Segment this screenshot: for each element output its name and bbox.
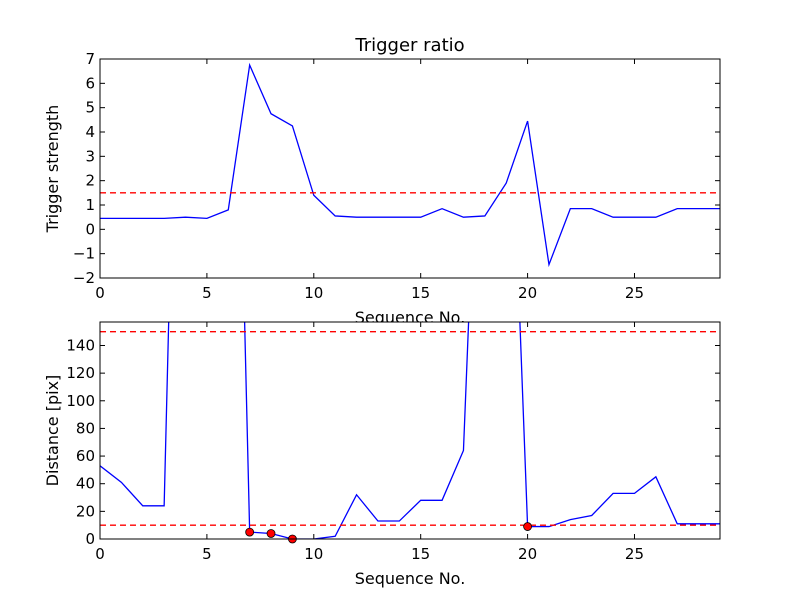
- top-ytick-label-3: 1: [85, 196, 95, 214]
- bottom-marker-3: [523, 522, 532, 531]
- top-xtick-label-3: 15: [411, 284, 430, 302]
- top-ytick-label-0: −2: [73, 269, 95, 287]
- bottom-ytick-label-7: 140: [66, 336, 95, 354]
- bottom-xtick-label-4: 20: [518, 545, 537, 563]
- bottom-xtick-label-2: 10: [304, 545, 323, 563]
- top-axes-frame: [99, 58, 721, 279]
- top-series-line-0: [100, 62, 720, 268]
- bottom-ytick-label-4: 80: [76, 419, 95, 437]
- top-ytick-label-7: 5: [85, 99, 95, 117]
- bottom-axes-background: [100, 322, 720, 539]
- top-ytick-label-2: 0: [85, 220, 95, 238]
- top-y-axis-label: Trigger strength: [43, 105, 62, 234]
- bottom-panel: 0 5 10 15 20 25 0 20 40 60 80 100 120 140 Sequence No.…: [43, 321, 721, 588]
- bottom-marker-0: [245, 527, 255, 537]
- bottom-ytick-label-2: 40: [76, 475, 95, 493]
- bottom-ytick-label-6: 120: [66, 364, 95, 382]
- bottom-series-line-0: [100, 322, 720, 539]
- bottom-ytick-label-0: 0: [85, 530, 95, 548]
- top-chart-title: Trigger ratio: [354, 35, 464, 56]
- bottom-xtick-label-1: 5: [202, 545, 212, 563]
- top-xtick-label-5: 25: [625, 284, 644, 302]
- top-xtick-label-2: 10: [304, 284, 323, 302]
- top-ytick-label-8: 6: [85, 74, 95, 92]
- bottom-xtick-label-3: 15: [411, 545, 430, 563]
- bottom-ytick-label-5: 100: [66, 392, 95, 410]
- top-xtick-label-0: 0: [95, 284, 105, 302]
- top-ytick-label-9: 7: [85, 50, 95, 68]
- bottom-x-axis-label: Sequence No.: [355, 569, 466, 588]
- top-ytick-label-6: 4: [85, 123, 95, 141]
- bottom-xtick-label-5: 25: [625, 545, 644, 563]
- top-ytick-label-4: 2: [85, 172, 95, 190]
- top-ytick-label-1: −1: [73, 245, 95, 263]
- top-xtick-label-1: 5: [202, 284, 212, 302]
- bottom-ytick-label-1: 20: [76, 502, 95, 520]
- bottom-xtick-label-0: 0: [95, 545, 105, 563]
- bottom-ytick-label-3: 60: [76, 447, 95, 465]
- top-plot-area: [100, 62, 720, 268]
- bottom-axes-frame: [99, 321, 721, 540]
- bottom-y-axis-label: Distance [pix]: [43, 375, 62, 487]
- top-xtick-label-4: 20: [518, 284, 537, 302]
- bottom-plot-area: [100, 322, 720, 539]
- bottom-marker-1: [266, 529, 276, 538]
- top-ytick-label-5: 3: [85, 147, 95, 165]
